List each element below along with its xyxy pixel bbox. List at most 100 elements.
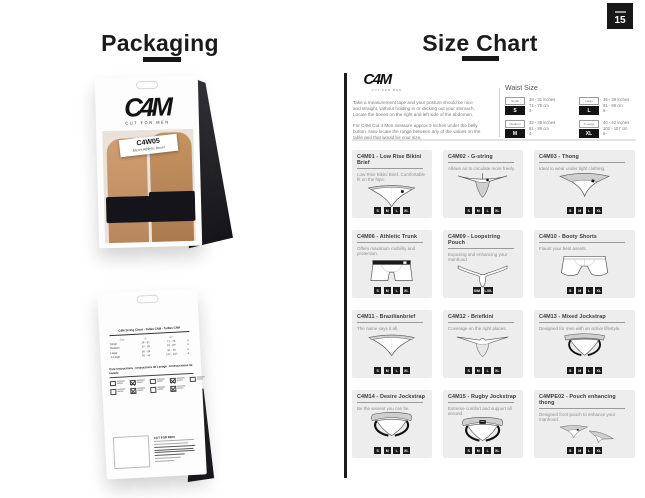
size-badge: S <box>374 287 382 294</box>
back-size-table: Size in cm Small 28 - 31 71 - 78 3 Medium 32 - … <box>110 334 191 361</box>
product-divider <box>448 248 514 249</box>
size-badge: M <box>474 447 482 454</box>
size-badge: L <box>585 207 593 214</box>
size-badge: XL <box>595 287 603 294</box>
size-badge: M <box>383 207 391 214</box>
product-card: C4M02 - G-string Allows air to circulate… <box>443 150 523 218</box>
care-item <box>169 377 185 384</box>
size-measurements: 36 - 39 inches 91 - 99 cm 5- <box>603 97 630 114</box>
product-divider <box>448 322 514 323</box>
product-title: C4M03 - Thong <box>539 154 579 160</box>
vertical-divider <box>499 88 500 137</box>
product-title: C4M01 - Low Rise Bikini Brief <box>357 154 422 166</box>
model-front-trunk <box>105 195 151 224</box>
size-badge: XL <box>595 207 603 214</box>
package-front-card: C4M CUT FOR MEN C4W05 Men's Athletic Box… <box>94 75 203 249</box>
product-desc: Exposing and enhancing your manhood. <box>448 251 508 262</box>
packaging-title: Packaging <box>101 30 219 56</box>
size-badges: S M L XL <box>534 447 635 454</box>
measure-paragraph-1: Take a measurement tape and your posture… <box>353 100 475 117</box>
rugby-illustration <box>448 417 518 444</box>
size-badge: L/XL <box>483 287 494 294</box>
size-badge: M <box>576 287 584 294</box>
size-badges: S M L XL <box>534 207 635 214</box>
tumble-dry-low-icon <box>149 378 156 385</box>
gstring-illustration <box>448 172 518 199</box>
size-badge: S <box>566 447 574 454</box>
pouchthong-illustration <box>539 423 630 450</box>
waist-size-entry: Medium M 32 - 35 inches 81 - 89 cm 4- <box>505 120 579 139</box>
brazilian-illustration <box>357 332 427 359</box>
line-dry-icon <box>150 387 156 393</box>
jockstrap-illustration <box>539 332 630 359</box>
size-badge: L <box>585 287 593 294</box>
product-divider <box>448 162 514 163</box>
hang-slot <box>135 80 158 90</box>
hand-wash-icon <box>110 389 117 396</box>
size-badge: L <box>393 447 401 454</box>
shorts-illustration <box>539 252 630 279</box>
product-desc: Offers maximum mobility and protection. <box>357 245 416 256</box>
jockstrap2-illustration <box>357 411 427 439</box>
product-card: C4MPE02 - Pouch enhancing thong Designed… <box>534 390 635 458</box>
package-back: C4M Sizing Chart - Tallas C4M - Tailles … <box>97 288 230 482</box>
product-card: C4M11 - Brazilianbrief The name says it … <box>352 310 432 378</box>
product-title: C4M06 - Athletic Trunk <box>357 234 418 240</box>
product-desc: Low Rise Bikini Brief. Comfortable fit o… <box>357 171 426 182</box>
product-divider <box>539 408 625 409</box>
product-desc: Designed for men with an active lifestyl… <box>539 325 621 331</box>
measure-paragraph-2: For C4M Cut 4 Men measure approx 5 inche… <box>353 123 481 140</box>
product-card: C4M01 - Low Rise Bikini Brief Low Rise B… <box>352 150 432 218</box>
size-badge: S <box>465 207 473 214</box>
size-badge: L <box>484 207 492 214</box>
barcode-zone <box>112 435 151 470</box>
package-back-card: C4M Sizing Chart - Tallas C4M - Tailles … <box>97 288 207 480</box>
product-title: C4M15 - Rugby Jockstrap <box>448 394 517 400</box>
page-number-badge: 15 <box>607 3 633 29</box>
size-badge: S <box>465 447 473 454</box>
size-badges: S M L XL <box>352 207 432 214</box>
size-badge: L <box>393 287 401 294</box>
size-badge: XL <box>595 447 603 454</box>
packaging-title-underline <box>143 57 181 62</box>
size-badge: L <box>484 447 492 454</box>
waist-size-title: Waist Size <box>505 85 538 92</box>
size-badges: S M L XL <box>534 367 635 374</box>
size-chart-logo: C4M CUT FOR MEN <box>352 72 402 92</box>
care-item <box>149 378 165 385</box>
size-measurements: 28 - 31 inches 71 - 78 cm 3- <box>529 97 556 114</box>
thong-illustration <box>539 172 630 199</box>
product-card: C4M12 - Briefkini Coverage on the right … <box>443 310 523 378</box>
back-footer-text: CUT FOR MEN <box>154 433 199 467</box>
size-badge: S <box>566 207 574 214</box>
briefkini-illustration <box>448 332 518 359</box>
size-letter-badge: S <box>505 106 525 116</box>
do-not-iron-icon <box>169 377 176 384</box>
waist-size-entry: X-Large XL 40 - 42 inches 102 - 107 cm 6- <box>579 120 641 139</box>
product-card: C4M06 - Athletic Trunk Offers maximum mo… <box>352 230 432 298</box>
size-badge: M <box>383 447 391 454</box>
size-badges: S M L XL <box>352 367 432 374</box>
size-badges: S M L XL <box>352 447 432 454</box>
product-title: C4M10 - Booty Shorts <box>539 234 598 240</box>
do-not-bleach-icon <box>129 379 136 386</box>
product-card: C4M13 - Mixed Jockstrap Designed for men… <box>534 310 635 378</box>
size-badge: L <box>585 447 593 454</box>
size-measurements: 32 - 35 inches 81 - 89 cm 4- <box>529 120 556 137</box>
size-badge: M <box>576 207 584 214</box>
product-desc: Flaunt your best assets. <box>539 245 587 251</box>
size-badge: XL <box>493 207 501 214</box>
product-card: C4M03 - Thong Ideal to wear under tight … <box>534 150 635 218</box>
size-letter-badge: XL <box>579 129 599 139</box>
size-name-label: Large <box>579 97 599 105</box>
left-edge-bar <box>344 73 347 478</box>
product-desc: The name says it all. <box>357 325 399 331</box>
size-badge: S <box>465 367 473 374</box>
size-badge: L <box>484 367 492 374</box>
product-desc: Designed front pouch to enhance your man… <box>539 411 616 422</box>
pouch-illustration <box>448 263 518 290</box>
size-name-label: Medium <box>505 120 525 129</box>
size-letter-badge: M <box>505 129 525 139</box>
product-grid: C4M01 - Low Rise Bikini Brief Low Rise B… <box>352 150 635 458</box>
product-title: C4M13 - Mixed Jockstrap <box>539 314 606 320</box>
